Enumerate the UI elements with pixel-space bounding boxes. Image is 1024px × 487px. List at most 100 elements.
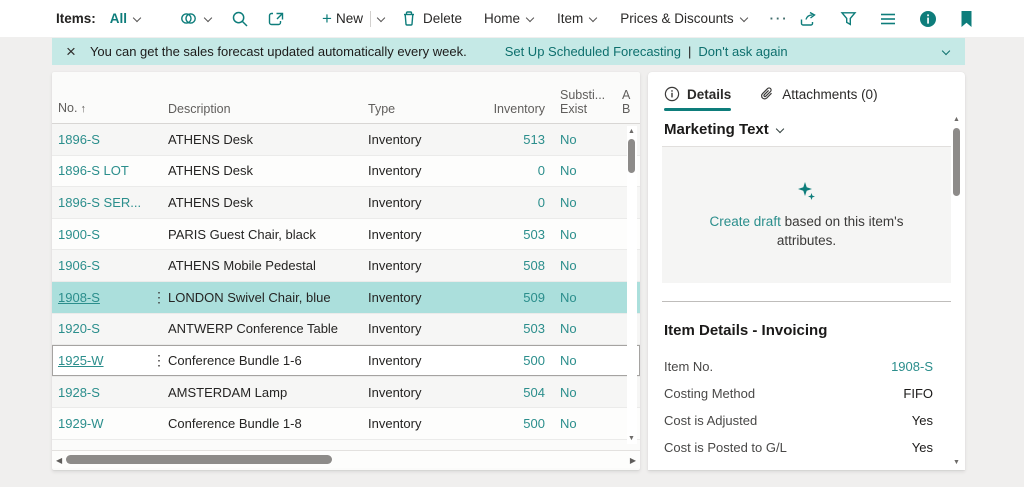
item-no-link[interactable]: 1925-W [58, 352, 104, 368]
table-row[interactable]: 1929-W Conference Bundle 1-8 Inventory 5… [52, 408, 640, 440]
menu-home[interactable]: Home [484, 11, 535, 26]
link-separator: | [688, 44, 692, 59]
scrollbar-thumb[interactable] [953, 128, 960, 196]
inventory-link[interactable]: 500 [523, 352, 545, 368]
scroll-left-icon[interactable]: ◀ [56, 456, 63, 465]
column-header-substitutes[interactable]: Substi... Exist [560, 88, 606, 116]
row-menu-icon[interactable]: ⋮ [152, 288, 166, 305]
chevron-down-icon[interactable] [376, 13, 386, 22]
scroll-up-icon[interactable]: ▲ [628, 128, 635, 135]
filter-button[interactable] [840, 10, 857, 27]
substitutes-link[interactable]: No [560, 321, 577, 337]
table-row[interactable]: 1925-W ⋮ Conference Bundle 1-6 Inventory… [52, 345, 640, 377]
description-cell: ATHENS Desk [168, 194, 253, 210]
substitutes-link[interactable]: No [560, 352, 577, 368]
item-no-link[interactable]: 1908-S [58, 289, 100, 305]
table-row[interactable]: 1920-S ANTWERP Conference Table Inventor… [52, 313, 640, 346]
plus-icon: + [322, 9, 332, 28]
substitutes-link[interactable]: No [560, 226, 577, 242]
type-cell: Inventory [368, 384, 422, 400]
table-row[interactable]: 1896-S SER... ATHENS Desk Inventory 0 No [52, 187, 640, 219]
scroll-down-icon[interactable]: ▼ [953, 459, 960, 466]
marketing-text-heading[interactable]: Marketing Text [648, 111, 965, 146]
close-icon[interactable]: × [66, 42, 76, 61]
setup-forecasting-link[interactable]: Set Up Scheduled Forecasting [504, 44, 682, 59]
table-row[interactable]: 1900-S PARIS Guest Chair, black Inventor… [52, 218, 640, 251]
substitutes-link[interactable]: No [560, 416, 577, 432]
field-value: Yes [911, 413, 933, 428]
inventory-link[interactable]: 503 [523, 226, 545, 242]
share-button[interactable] [799, 10, 818, 28]
item-no-link[interactable]: 1896-S LOT [58, 163, 129, 179]
inventory-link[interactable]: 509 [523, 289, 545, 305]
list-view-button[interactable] [879, 11, 897, 27]
inventory-link[interactable]: 503 [523, 321, 545, 337]
inventory-link[interactable]: 0 [537, 163, 545, 179]
inventory-link[interactable]: 513 [523, 131, 545, 147]
inventory-link[interactable]: 500 [523, 416, 545, 432]
table-row[interactable]: 1906-S ATHENS Mobile Pedestal Inventory … [52, 250, 640, 282]
list-horizontal-scrollbar[interactable]: ◀ ▶ [52, 450, 640, 468]
substitutes-link[interactable]: No [560, 289, 577, 305]
item-no-link[interactable]: 1906-S [58, 258, 100, 274]
item-no-link[interactable]: 1896-S [58, 131, 100, 147]
dont-ask-again-link[interactable]: Don't ask again [698, 44, 788, 59]
delete-button[interactable]: Delete [401, 10, 462, 27]
item-no-link[interactable]: 1900-S [58, 226, 100, 242]
create-draft-link[interactable]: Create draft [709, 214, 781, 229]
table-row[interactable]: 1928-S AMSTERDAM Lamp Inventory 504 No [52, 376, 640, 409]
info-button[interactable] [919, 10, 937, 28]
description-cell: ATHENS Desk [168, 163, 253, 179]
substitutes-link[interactable]: No [560, 163, 577, 179]
scroll-down-icon[interactable]: ▼ [628, 435, 635, 442]
panel-vertical-scrollbar[interactable]: ▲ ▼ [952, 116, 962, 466]
view-filter-value[interactable]: All [109, 11, 128, 26]
inventory-link[interactable]: 508 [523, 258, 545, 274]
scrollbar-thumb[interactable] [628, 139, 635, 173]
inventory-link[interactable]: 0 [537, 194, 545, 210]
table-row[interactable]: 1896-S ATHENS Desk Inventory 513 No [52, 124, 640, 156]
trash-icon [401, 10, 417, 27]
field-value[interactable]: 1908-S [891, 359, 933, 374]
analysis-mode-button[interactable] [179, 9, 213, 28]
list-vertical-scrollbar[interactable]: ▲ ▼ [627, 126, 637, 444]
scroll-right-icon[interactable]: ▶ [629, 456, 636, 465]
info-icon [919, 10, 936, 27]
column-header-description[interactable]: Description [168, 102, 231, 116]
table-row[interactable]: 1896-S LOT ATHENS Desk Inventory 0 No [52, 155, 640, 188]
new-button[interactable]: + New [322, 10, 386, 27]
chevron-down-icon[interactable] [941, 46, 951, 55]
menu-item[interactable]: Item [557, 11, 598, 26]
column-header-inventory[interactable]: Inventory [493, 102, 545, 116]
item-table-body: 1896-S ATHENS Desk Inventory 513 No 1896… [52, 124, 640, 440]
focus-mode-button[interactable] [267, 10, 285, 28]
item-no-link[interactable]: 1896-S SER... [58, 194, 142, 210]
focus-mode-icon [267, 10, 285, 28]
item-no-link[interactable]: 1929-W [58, 416, 104, 432]
inventory-link[interactable]: 504 [523, 384, 545, 400]
type-cell: Inventory [368, 131, 422, 147]
type-cell: Inventory [368, 226, 422, 242]
sort-ascending-icon: ↑ [80, 103, 86, 115]
menu-prices-discounts[interactable]: Prices & Discounts [620, 11, 748, 26]
row-menu-icon[interactable]: ⋮ [152, 351, 166, 368]
view-filter-dropdown[interactable]: All [110, 11, 142, 26]
table-header-row: No. ↑ Description Type Inventory Substi..… [52, 72, 640, 124]
scroll-up-icon[interactable]: ▲ [953, 116, 960, 123]
column-header-type[interactable]: Type [368, 102, 396, 116]
substitutes-link[interactable]: No [560, 258, 577, 274]
item-no-link[interactable]: 1920-S [58, 321, 100, 337]
search-button[interactable] [231, 10, 249, 28]
scrollbar-thumb[interactable] [66, 455, 332, 464]
column-header-no[interactable]: No. ↑ [58, 101, 86, 115]
item-no-link[interactable]: 1928-S [58, 384, 100, 400]
substitutes-link[interactable]: No [560, 131, 577, 147]
bookmark-button[interactable] [959, 10, 974, 28]
tab-attachments[interactable]: Attachments (0) [759, 86, 878, 111]
substitutes-link[interactable]: No [560, 194, 577, 210]
more-options-button[interactable]: ··· [769, 11, 789, 26]
tab-details[interactable]: Details [664, 86, 732, 111]
substitutes-link[interactable]: No [560, 384, 577, 400]
table-row[interactable]: 1908-S ⋮ LONDON Swivel Chair, blue Inven… [52, 281, 640, 314]
